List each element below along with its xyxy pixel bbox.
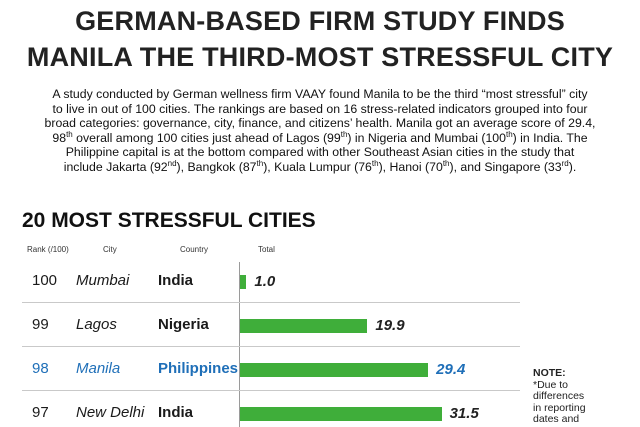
city-cell: Lagos: [76, 316, 117, 333]
bar: [240, 319, 368, 333]
value-label: 29.4: [436, 361, 466, 378]
section-title: 20 MOST STRESSFUL CITIES: [22, 209, 316, 232]
column-header-country: Country: [180, 245, 209, 254]
headline-line-2: MANILA THE THIRD-MOST STRESSFUL CITY: [26, 42, 614, 72]
intro-line-3: broad categories: governance, city, fina…: [44, 116, 596, 131]
note-title: NOTE:: [533, 367, 566, 379]
country-cell: India: [158, 404, 194, 421]
column-header-city: City: [103, 245, 117, 254]
bar: [240, 407, 442, 421]
city-cell: New Delhi: [76, 404, 145, 421]
intro-line-5: Philippine capital is at the bottom comp…: [65, 145, 575, 160]
intro-line-6: include Jakarta (92nd), Bangkok (87th), …: [63, 158, 577, 174]
note: NOTE: *Due to differences in reporting d…: [533, 367, 593, 426]
intro-line-4: 98th overall among 100 cities just ahead…: [52, 129, 588, 145]
country-cell: Philippines: [158, 360, 239, 377]
note-text: *Due to differences in reporting dates a…: [533, 378, 586, 425]
bar-baseline: [239, 262, 240, 427]
row-separator: [22, 390, 520, 391]
row-separator: [22, 346, 520, 347]
rank-cell: 97: [32, 404, 49, 421]
rank-cell: 100: [32, 272, 58, 289]
bar: [240, 275, 247, 289]
bar: [240, 363, 429, 377]
intro-line-2: to live in out of 100 cities. The rankin…: [52, 101, 588, 116]
city-cell: Mumbai: [76, 272, 130, 289]
rank-cell: 98: [32, 360, 49, 377]
column-header-total: Total: [258, 245, 275, 254]
intro-line-1: A study conducted by German wellness fir…: [52, 87, 588, 101]
city-cell: Manila: [76, 360, 121, 377]
headline-line-1: GERMAN-BASED FIRM STUDY FINDS: [75, 6, 565, 36]
value-label: 31.5: [449, 405, 479, 422]
intro-paragraph: A study conducted by German wellness fir…: [18, 87, 622, 175]
column-header-rank: Rank (/100): [27, 245, 69, 254]
value-label: 19.9: [375, 317, 405, 334]
rank-cell: 99: [32, 316, 49, 333]
country-cell: Nigeria: [158, 316, 209, 333]
value-label: 1.0: [254, 273, 276, 290]
country-cell: India: [158, 272, 194, 289]
row-separator: [22, 302, 520, 303]
